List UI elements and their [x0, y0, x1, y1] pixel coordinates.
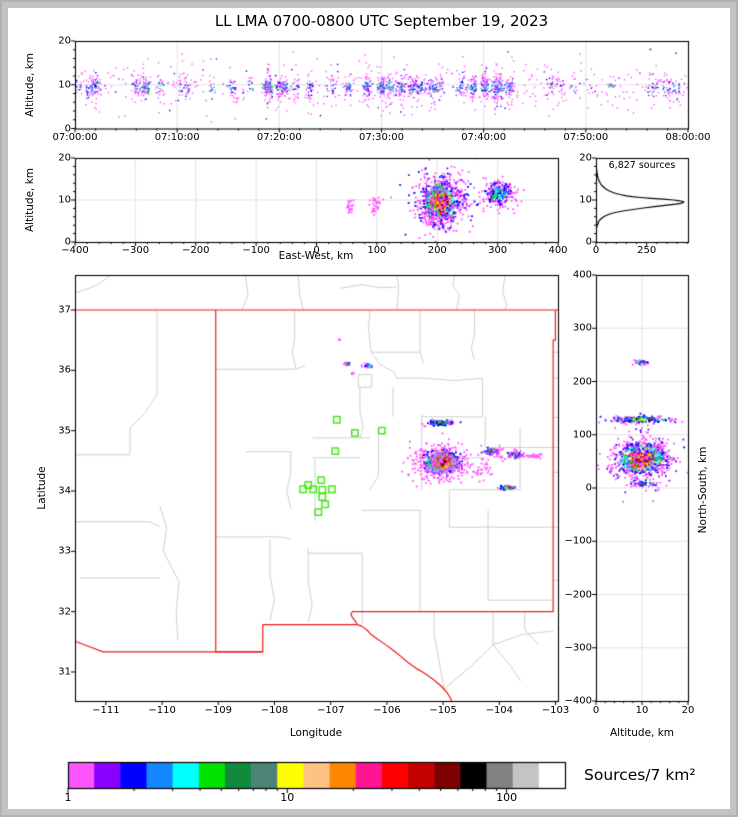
tick-label: −109 — [204, 705, 233, 716]
tick-label: 32 — [58, 606, 71, 618]
tick-label: 100 — [572, 429, 592, 441]
tick-label: −100 — [564, 535, 592, 547]
tick-label: 1 — [64, 791, 72, 804]
tick-label: 08:00:00 — [665, 132, 711, 143]
tick-label: 10 — [58, 79, 71, 91]
tick-label: 35 — [58, 425, 71, 437]
tick-label: 400 — [548, 245, 568, 256]
tick-label: −300 — [564, 642, 592, 654]
ns-panel-ylabel: North-South, km — [697, 446, 709, 534]
tick-label: 300 — [488, 245, 508, 256]
tick-label: −400 — [564, 695, 592, 707]
figure-title: LL LMA 0700-0800 UTC September 19, 2023 — [214, 12, 549, 30]
tick-label: −103 — [541, 705, 570, 716]
tick-label: −100 — [242, 245, 270, 256]
tick-label: 0 — [592, 245, 600, 256]
tick-label: 0 — [313, 245, 320, 256]
map-xlabel: Longitude — [289, 727, 343, 739]
tick-label: −200 — [182, 245, 210, 256]
tick-label: −110 — [148, 705, 176, 716]
tick-label: 100 — [496, 791, 518, 804]
tick-label: −105 — [429, 705, 457, 716]
tick-label: −400 — [61, 245, 89, 256]
tick-label: 300 — [572, 322, 592, 334]
tick-label: 200 — [427, 245, 447, 256]
ew-panel-xlabel: East-West, km — [278, 250, 354, 262]
tick-label: −108 — [260, 705, 289, 716]
ns-panel-xlabel: Altitude, km — [609, 727, 675, 739]
tick-label: 10 — [579, 194, 592, 206]
tick-label: 0 — [64, 236, 71, 248]
tick-label: 250 — [637, 245, 657, 256]
tick-label: 33 — [58, 545, 71, 557]
time-panel-ylabel: Altitude, km — [24, 52, 36, 118]
tick-label: 07:40:00 — [461, 132, 507, 143]
tick-label: −107 — [316, 705, 345, 716]
tick-label: −300 — [121, 245, 150, 256]
tick-label: 10 — [280, 791, 295, 804]
tick-label: 07:50:00 — [563, 132, 609, 143]
tick-label: 200 — [572, 376, 592, 387]
tick-label: −200 — [564, 589, 592, 600]
tick-label: 07:10:00 — [154, 132, 200, 143]
tick-label: 31 — [58, 666, 71, 678]
ew-panel-ylabel: Altitude, km — [24, 167, 36, 233]
tick-label: −111 — [92, 705, 120, 716]
tick-label: 34 — [58, 485, 71, 497]
tick-label: 20 — [58, 35, 71, 47]
tick-label: 0 — [64, 123, 71, 134]
tick-label: 400 — [572, 269, 592, 281]
colorbar-label: Sources/7 km² — [584, 766, 696, 784]
tick-label: 36 — [58, 364, 71, 376]
tick-label: 07:00:00 — [52, 132, 98, 143]
tick-label: 20 — [58, 152, 71, 164]
histogram-source-count: 6,827 sources — [608, 160, 676, 171]
tick-label: −104 — [485, 705, 514, 716]
tick-label: 0 — [592, 705, 600, 716]
tick-label: 100 — [367, 245, 387, 256]
tick-label: 37 — [58, 304, 71, 316]
tick-label: 10 — [58, 194, 71, 206]
tick-label: 0 — [585, 482, 592, 494]
tick-label: 07:30:00 — [359, 132, 404, 143]
tick-label: 20 — [681, 705, 695, 716]
tick-label: 07:20:00 — [256, 132, 302, 143]
tick-label: −106 — [373, 705, 401, 716]
map-ylabel: Latitude — [36, 466, 48, 510]
tick-label: 20 — [579, 152, 592, 164]
tick-label: 10 — [635, 705, 649, 716]
tick-label: 0 — [585, 236, 592, 248]
